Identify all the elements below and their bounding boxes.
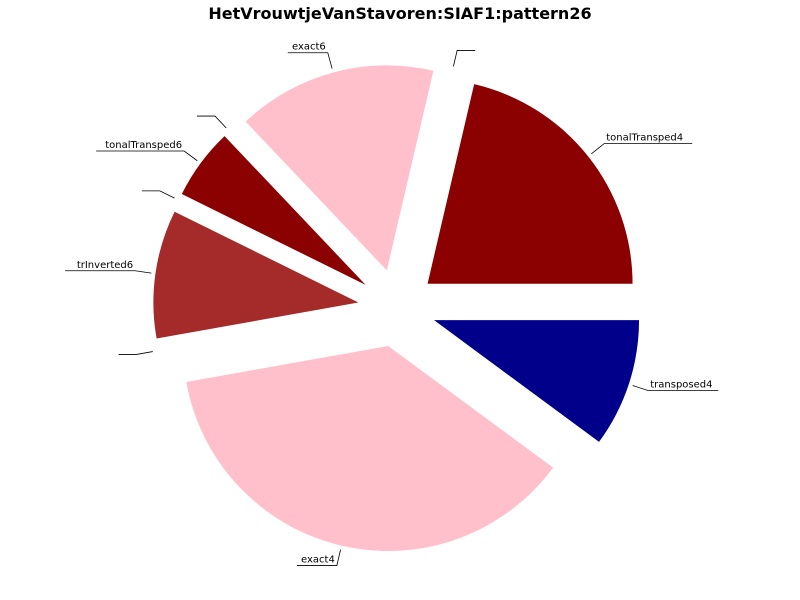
leader-line-tonaltransped6 <box>96 150 198 162</box>
pie-slice-exact4 <box>186 345 554 551</box>
slice-label-tonaltransped6: tonalTransped6 <box>105 140 182 151</box>
pie-slices <box>153 65 640 551</box>
slice-label-tonaltransped4: tonalTransped4 <box>606 133 683 144</box>
slice-label-trinverted6: trInverted6 <box>77 260 133 271</box>
pie-labels: tonalTransped4 exact6 tonalTransped6 trInve… <box>65 42 719 566</box>
leader-line-trinverted6 <box>65 270 152 274</box>
leader-line-unlabeled <box>453 50 476 67</box>
pie-slice-tonaltransped6 <box>181 136 366 285</box>
pie-slice-trinverted6 <box>153 211 359 339</box>
slice-label-exact4: exact4 <box>301 555 335 566</box>
pie-slice-transposed4 <box>434 320 640 442</box>
leader-line-transposed4 <box>632 385 719 392</box>
slice-label-transposed4: transposed4 <box>650 380 712 391</box>
leader-line-unlabeled <box>196 115 227 129</box>
leader-line-exact6 <box>287 52 333 69</box>
pie-slice-exact6 <box>245 65 434 271</box>
chart-title: HetVrouwtjeVanStavoren:SIAF1:pattern26 <box>208 4 591 23</box>
pie-slice-tonaltransped4 <box>427 84 633 284</box>
leader-line-exact4 <box>296 549 341 566</box>
leader-line-unlabeled <box>118 351 153 355</box>
slice-label-exact6: exact6 <box>292 42 326 53</box>
leader-line-tonaltransped4 <box>591 143 693 155</box>
leader-line-unlabeled <box>141 190 175 199</box>
